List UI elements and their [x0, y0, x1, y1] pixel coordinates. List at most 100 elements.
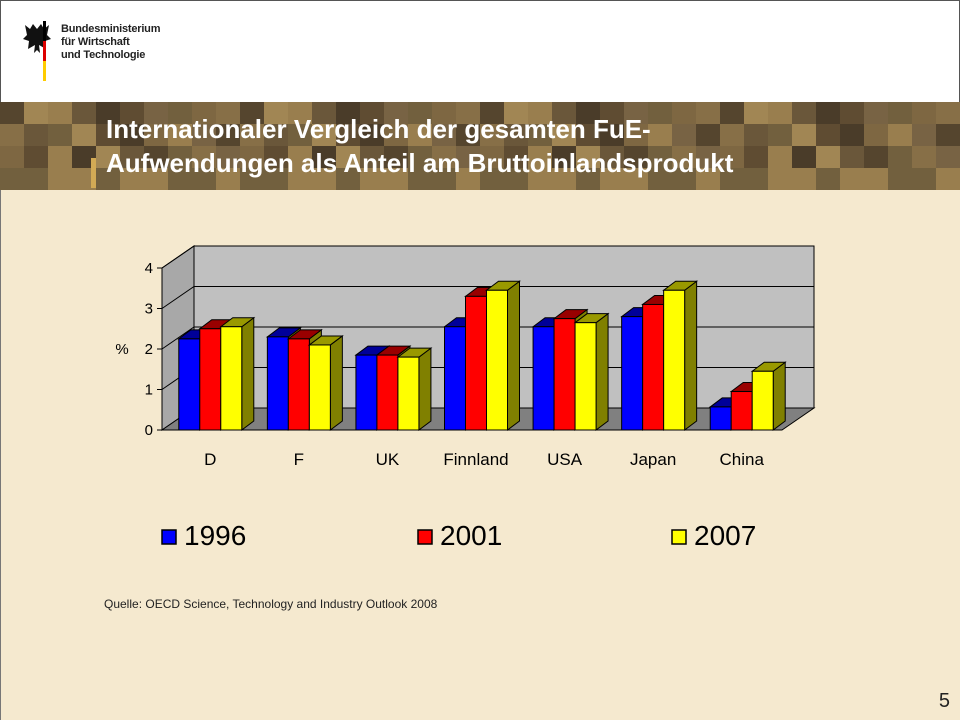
- banner-tile: [336, 168, 360, 190]
- banner-tile: [696, 124, 720, 146]
- bar-front-face: [709, 406, 732, 431]
- banner-tile: [576, 146, 600, 168]
- banner-tile: [624, 124, 648, 146]
- banner-tile: [24, 168, 48, 190]
- banner-tile: [648, 102, 672, 124]
- banner-tile: [480, 124, 504, 146]
- bar-front-face: [376, 354, 399, 431]
- banner-tile: [480, 168, 504, 190]
- banner-tile: [120, 102, 144, 124]
- bar-side-face: [772, 361, 786, 431]
- banner-tile: [144, 168, 168, 190]
- banner-tile: [576, 124, 600, 146]
- banner-tile: [144, 146, 168, 168]
- banner-tile: [312, 124, 336, 146]
- banner-tile: [288, 124, 312, 146]
- banner-tile: [816, 102, 840, 124]
- banner-tile: [816, 168, 840, 190]
- banner-tile: [792, 102, 816, 124]
- banner-tile: [288, 102, 312, 124]
- banner-tile: [0, 102, 24, 124]
- rd-expenditure-chart: 0 1 2 3 4% D F UK Finnland USA Japan China 1996 2001 2…: [115, 245, 816, 551]
- bar-front-face: [621, 316, 644, 431]
- banner-tile: [24, 102, 48, 124]
- x-tick-label: UK: [376, 450, 400, 469]
- banner-tile: [264, 124, 288, 146]
- x-tick-label: D: [204, 450, 216, 469]
- banner-tile: [240, 168, 264, 190]
- banner-tile: [744, 168, 768, 190]
- bar-front-face: [574, 322, 597, 431]
- banner-tile: [336, 124, 360, 146]
- banner-tile: [216, 124, 240, 146]
- banner-tile: [864, 124, 888, 146]
- banner-tile: [264, 146, 288, 168]
- source-note: Quelle: OECD Science, Technology and Ind…: [104, 597, 438, 611]
- banner-tile: [72, 146, 96, 168]
- banner-tile: [696, 168, 720, 190]
- bar-front-face: [486, 289, 508, 431]
- banner-tile: [648, 124, 672, 146]
- banner-tile: [912, 168, 936, 190]
- bar-2007-china: [750, 361, 787, 431]
- banner-tile: [720, 168, 744, 190]
- banner-tile: [528, 124, 552, 146]
- banner-tile: [672, 102, 696, 124]
- bar-side-face: [418, 347, 432, 431]
- x-tick-label: Finnland: [443, 450, 508, 469]
- banner-tile: [552, 146, 576, 168]
- banner-tile: [864, 146, 888, 168]
- banner-tile: [768, 168, 792, 190]
- ministry-line-1: Bundesministerium: [61, 23, 161, 35]
- bar-front-face: [642, 303, 665, 431]
- banner-tile: [360, 146, 384, 168]
- bar-front-face: [287, 338, 310, 431]
- bar-2007-usa: [573, 312, 610, 431]
- banner-tile: [840, 146, 864, 168]
- bar-front-face: [308, 344, 331, 431]
- banner-tile: [456, 146, 480, 168]
- ministry-name: Bundesministerium für Wirtschaft und Tec…: [61, 23, 160, 62]
- banner-tile: [624, 168, 648, 190]
- bar-2007-finnland: [485, 280, 521, 431]
- banner-tile: [192, 102, 216, 124]
- bar-front-face: [397, 356, 420, 431]
- banner-tile: [96, 124, 120, 146]
- banner-tile: [888, 102, 912, 124]
- banner-tile: [936, 124, 960, 146]
- banner-tile: [432, 168, 456, 190]
- banner-tile: [672, 124, 696, 146]
- banner-tile: [96, 168, 120, 190]
- page-number: 5: [938, 690, 950, 712]
- banner-tile: [744, 146, 768, 168]
- banner-tile: [360, 168, 384, 190]
- banner-tile: [168, 146, 192, 168]
- banner-tile: [192, 124, 216, 146]
- banner-tile: [48, 124, 72, 146]
- banner-shade: [0, 102, 960, 190]
- banner-tile: [912, 124, 936, 146]
- legend-swatch-1996: [161, 529, 177, 545]
- banner-tile: [816, 124, 840, 146]
- banner-tile: [216, 146, 240, 168]
- bar-front-face: [266, 336, 289, 431]
- banner-tile: [408, 168, 432, 190]
- banner-tile: [360, 124, 384, 146]
- x-tick-label: China: [720, 450, 765, 469]
- legend-label-2001: 2001: [440, 520, 502, 551]
- banner-tile: [408, 146, 432, 168]
- banner-tile: [216, 168, 240, 190]
- bar-side-face: [507, 280, 520, 431]
- banner-tile: [432, 124, 456, 146]
- banner-tile: [456, 102, 480, 124]
- banner-tile: [72, 168, 96, 190]
- bar-front-face: [663, 289, 686, 431]
- banner-tile: [72, 124, 96, 146]
- banner-tile: [888, 124, 912, 146]
- title-accent-bar: [91, 158, 96, 188]
- bar-front-face: [220, 326, 243, 431]
- y-tick-label: 3: [145, 301, 153, 318]
- ministry-line-3: und Technologie: [61, 49, 146, 61]
- banner-tile: [384, 102, 408, 124]
- banner-tile: [744, 102, 768, 124]
